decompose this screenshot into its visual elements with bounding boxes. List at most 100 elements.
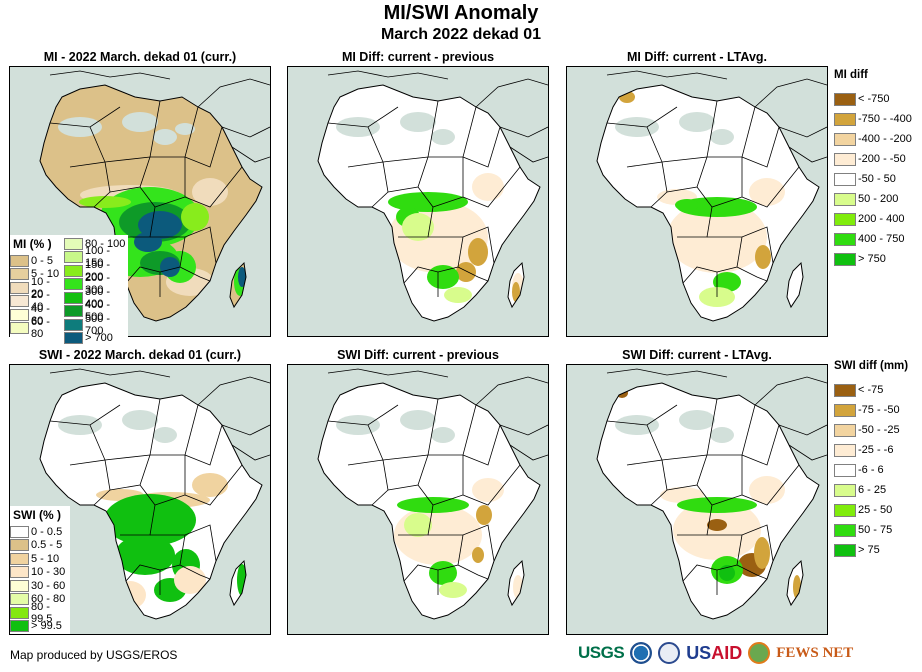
- legend-item: 400 - 750: [834, 229, 912, 249]
- legend-item: 5 - 10: [10, 552, 70, 566]
- legend-label: 0.5 - 5: [31, 539, 63, 552]
- panel-title-swi-current: SWI - 2022 March. dekad 01 (curr.): [38, 348, 242, 362]
- legend-swatch: [834, 92, 856, 106]
- legend-item: > 75: [834, 540, 908, 560]
- legend-swatch: [10, 308, 29, 321]
- eurasia-coastline: [327, 368, 548, 461]
- legend-swatch: [64, 318, 83, 331]
- legend-swatch: [834, 403, 856, 417]
- data-region: [192, 473, 228, 497]
- legend-label: 100 - 150: [85, 245, 111, 270]
- sub-title: March 2022 dekad 01: [380, 26, 542, 43]
- legend-item: 300 - 400: [64, 286, 128, 310]
- panel-title-swi-diff-previous: SWI Diff: current - previous: [337, 348, 499, 362]
- data-region: [749, 476, 785, 504]
- country-border: [736, 564, 768, 580]
- legend-item: < -75: [834, 380, 908, 400]
- legend-item: > 700: [64, 332, 128, 346]
- legend-item: 0 - 5: [10, 254, 64, 268]
- legend-item: 50 - 200: [834, 189, 912, 209]
- eurasia-coastline: [49, 368, 270, 461]
- data-region: [134, 232, 162, 252]
- usaid-logo: USAID: [686, 643, 742, 664]
- map-panel-swi-diff-ltavg[interactable]: [566, 364, 828, 635]
- legend-item: 20 - 40: [10, 289, 64, 313]
- legend-item: 100 - 150: [64, 245, 128, 269]
- africa-map: [317, 70, 548, 322]
- data-region: [707, 519, 727, 531]
- data-region: [175, 123, 195, 135]
- data-region: [472, 478, 504, 502]
- data-region: [160, 257, 180, 277]
- data-region: [192, 178, 228, 206]
- legend-swatch: [834, 192, 856, 206]
- legend-swatch: [834, 172, 856, 186]
- country-border: [741, 424, 780, 466]
- legend-swatch: [10, 322, 29, 335]
- legend-label: > 99.5: [31, 620, 62, 633]
- legend-swatch: [834, 523, 856, 537]
- legend-swi-diff: SWI diff (mm) < -75 -75 - -50 -50 - -25 -25…: [834, 360, 908, 560]
- legend-item: 200 - 400: [834, 209, 912, 229]
- data-region: [336, 415, 380, 435]
- legend-item: -75 - -50: [834, 400, 908, 420]
- data-region: [122, 112, 158, 132]
- coastline: [39, 382, 263, 620]
- data-region: [431, 129, 455, 145]
- legend-label: 300 - 400: [85, 285, 111, 310]
- country-border: [184, 126, 223, 168]
- map-credit: Map produced by USGS/EROS: [10, 648, 178, 662]
- map-panel-mi-diff-ltavg[interactable]: [566, 66, 828, 337]
- data-region: [679, 112, 715, 132]
- map-panel-mi-diff-previous[interactable]: [287, 66, 549, 337]
- legend-item: -750 - -400: [834, 109, 912, 129]
- data-region: [512, 282, 520, 302]
- legend-swatch: [64, 264, 83, 277]
- legend-swatch: [10, 566, 29, 579]
- legend-label: 400 - 500: [85, 299, 111, 324]
- country-border: [150, 524, 217, 562]
- coastline: [229, 559, 247, 607]
- legend-label: 5 - 10: [31, 552, 60, 565]
- data-region: [615, 415, 659, 435]
- legend-title: MI (% ): [13, 237, 52, 251]
- country-border: [462, 424, 501, 466]
- country-border: [696, 157, 743, 208]
- legend-swatch: [834, 152, 856, 166]
- data-region: [174, 566, 206, 594]
- data-region: [427, 265, 459, 289]
- legend-item: 80 - 100: [64, 237, 128, 251]
- legend-swatch: [834, 423, 856, 437]
- legend-label: > 700: [85, 332, 113, 345]
- africa-map: [596, 368, 827, 620]
- legend-swatch: [10, 552, 29, 565]
- data-region: [402, 213, 434, 241]
- legend-item: 10 - 30: [10, 566, 70, 580]
- legend-label: 20 - 40: [31, 289, 50, 314]
- coastline: [786, 261, 804, 309]
- legend-label: 80 - 99.5: [31, 600, 53, 625]
- legend-item: -200 - -50: [834, 149, 912, 169]
- map-panel-swi-diff-previous[interactable]: [287, 364, 549, 635]
- country-border: [428, 524, 495, 562]
- data-region: [749, 178, 785, 206]
- country-border: [696, 455, 743, 506]
- data-region: [476, 505, 492, 525]
- legend-item: -400 - -200: [834, 129, 912, 149]
- legend-title: SWI (% ): [13, 508, 61, 522]
- legend-item: 10 - 20: [10, 276, 64, 300]
- legend-label: -25 - -6: [858, 444, 894, 456]
- coastline: [507, 261, 525, 309]
- legend-label: > 75: [858, 544, 880, 556]
- country-border: [736, 266, 768, 282]
- legend-item: > 99.5: [10, 620, 70, 634]
- panel-title-swi-diff-ltavg: SWI Diff: current - LTAvg.: [622, 348, 772, 362]
- legend-label: 10 - 20: [31, 275, 50, 300]
- legend-swatch: [10, 295, 29, 308]
- legend-label: 25 - 50: [858, 504, 893, 516]
- data-region: [138, 211, 182, 239]
- africa-map: [39, 368, 270, 620]
- legend-swatch: [10, 268, 29, 281]
- legend-item: -50 - -25: [834, 420, 908, 440]
